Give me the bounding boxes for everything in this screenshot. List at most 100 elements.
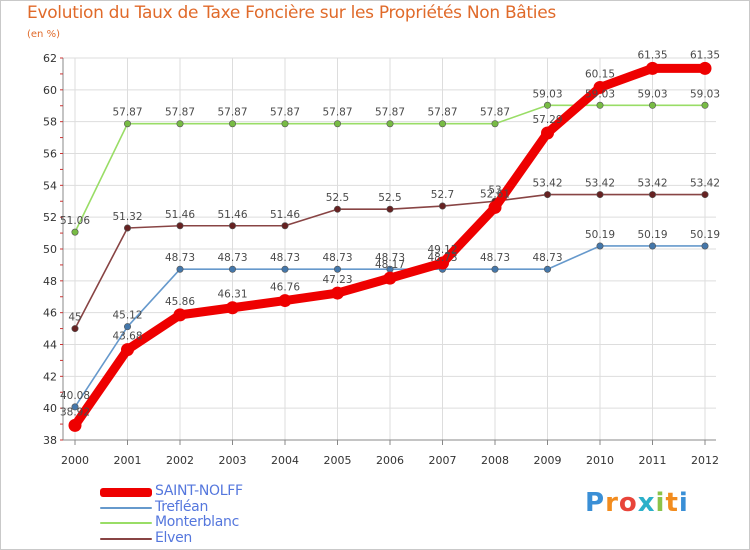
y-tick-label: 54: [43, 179, 57, 192]
y-tick-label: 44: [43, 339, 57, 352]
data-label: 47.23: [322, 274, 352, 286]
x-tick-label: 2006: [376, 454, 404, 467]
legend-label: Elven: [155, 529, 193, 546]
x-tick-label: 2003: [219, 454, 247, 467]
y-tick-label: 62: [43, 52, 57, 65]
data-point: [386, 120, 394, 128]
data-point: [491, 120, 499, 128]
data-label: 57.87: [427, 107, 457, 119]
data-labels: 51.06 57.87 57.87 57.87 57.87 57.87 57.87 57.87…: [60, 49, 720, 418]
proxiti-logo: Proxiti: [585, 488, 689, 518]
data-point: [229, 222, 237, 230]
data-point: [124, 120, 132, 128]
grid: [63, 57, 716, 441]
data-label: 50.19: [637, 229, 667, 241]
logo-letter: t: [665, 488, 679, 518]
data-label: 43.68: [112, 331, 142, 343]
data-point: [386, 205, 394, 213]
data-label: 51.46: [217, 209, 247, 221]
data-label: 48.73: [480, 252, 510, 264]
logo-letter: x: [637, 488, 656, 518]
data-point: [701, 191, 709, 199]
series-saint-nolff: [68, 61, 712, 432]
data-label: 51.46: [270, 209, 300, 221]
data-label: 57.87: [112, 107, 142, 119]
legend-swatch: [100, 506, 152, 509]
data-label: 48.73: [322, 252, 352, 264]
data-point: [701, 101, 709, 109]
data-label: 51.32: [112, 211, 142, 223]
data-label: 48.73: [532, 252, 562, 264]
x-tick-label: 2001: [114, 454, 142, 467]
data-label: 57.87: [375, 107, 405, 119]
data-label: 50.19: [585, 229, 615, 241]
data-label: 48.73: [165, 252, 195, 264]
data-point: [543, 265, 551, 273]
legend-label: SAINT-NOLFF: [155, 483, 243, 499]
x-tick-label: 2002: [166, 454, 194, 467]
data-point: [229, 265, 237, 273]
data-label: 53.42: [637, 178, 667, 190]
logo-letter: r: [605, 488, 619, 518]
data-label: 52.5: [378, 192, 401, 204]
data-point: [281, 265, 289, 273]
logo-letter: P: [585, 488, 606, 518]
data-label: 48.73: [375, 252, 405, 264]
data-point: [383, 271, 397, 285]
series-layer: [68, 61, 712, 432]
data-label: 48.73: [270, 252, 300, 264]
data-label: 57.87: [322, 107, 352, 119]
data-point: [648, 242, 656, 250]
data-point: [596, 242, 604, 250]
data-label: 57.87: [165, 107, 195, 119]
data-point: [333, 120, 341, 128]
data-label: 61.35: [690, 49, 720, 61]
series-elven: [71, 191, 709, 333]
data-point: [173, 308, 187, 322]
y-tick-label: 58: [43, 116, 57, 129]
data-label: 57.87: [217, 107, 247, 119]
x-tick-label: 2005: [324, 454, 352, 467]
data-point: [71, 325, 79, 333]
y-tick-label: 42: [43, 370, 57, 383]
data-point: [176, 265, 184, 273]
data-point: [281, 120, 289, 128]
data-point: [436, 256, 449, 270]
data-point: [648, 191, 656, 199]
data-point: [648, 101, 656, 109]
legend-swatch: [100, 537, 152, 540]
chart-title: Evolution du Taux de Taxe Foncière sur l…: [27, 3, 556, 23]
x-tick-label: 2009: [534, 454, 562, 467]
data-point: [488, 200, 502, 214]
axes: 38 40 42 44 46 48 50 52 54 56 58 60 62 2000 2001 2002 20…: [43, 52, 719, 467]
legend-swatch: [100, 488, 152, 497]
y-tick-label: 50: [43, 243, 57, 256]
data-point: [543, 191, 551, 199]
x-tick-label: 2011: [639, 454, 667, 467]
data-point: [596, 191, 604, 199]
data-label: 50.19: [690, 229, 720, 241]
x-tick-label: 2004: [271, 454, 299, 467]
data-label: 60.15: [585, 68, 615, 80]
x-tick-label: 2007: [429, 454, 457, 467]
y-tick-label: 46: [43, 307, 57, 320]
data-point: [176, 222, 184, 230]
data-label: 45.12: [112, 310, 142, 322]
data-point: [698, 61, 712, 75]
legend-label: Monterblanc: [155, 514, 240, 530]
logo-letter: o: [618, 488, 638, 518]
data-point: [438, 202, 446, 210]
data-point: [71, 403, 79, 411]
data-label: 48.73: [217, 252, 247, 264]
y-tick-label: 40: [43, 402, 57, 415]
data-label: 49.12: [427, 244, 457, 256]
data-point: [491, 265, 499, 273]
data-point: [646, 61, 659, 75]
legend-label: Trefléan: [155, 498, 209, 515]
data-label: 52.61: [480, 188, 510, 200]
data-point: [596, 101, 604, 109]
data-label: 52.5: [326, 192, 349, 204]
data-point: [593, 80, 607, 94]
data-label: 48.73: [427, 252, 457, 264]
